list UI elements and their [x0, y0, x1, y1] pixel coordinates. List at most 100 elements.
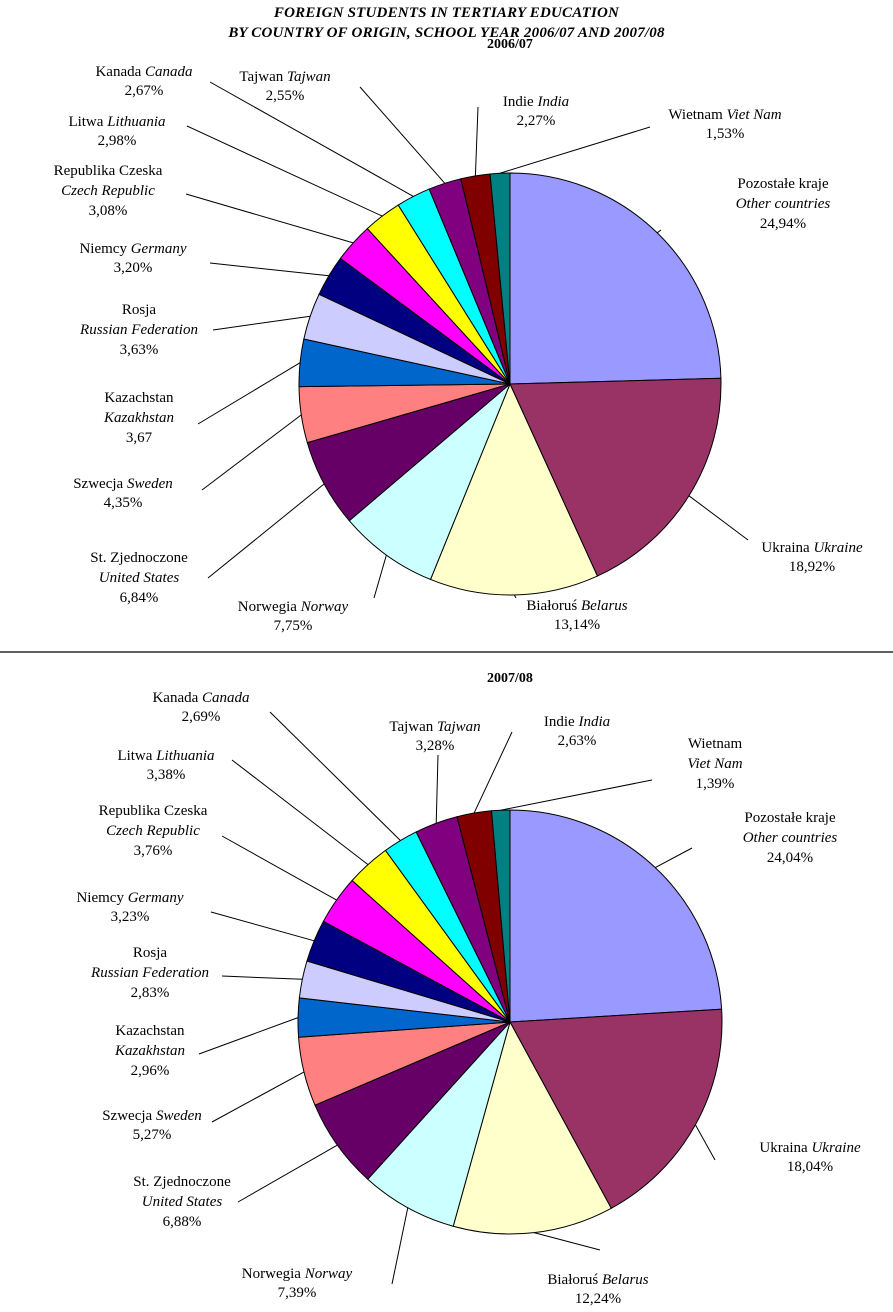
- slice-label-pl: Tajwan: [239, 69, 287, 85]
- slice-label-pct: 3,63%: [120, 342, 159, 358]
- slice-label-pl: Rosja: [122, 302, 157, 318]
- slice-label-en: Other countries: [736, 196, 831, 212]
- slice-label-pl: Norwegia: [242, 1266, 305, 1282]
- slice-label-pct: 6,84%: [120, 590, 159, 606]
- slice-label-en: Lithuania: [106, 114, 165, 130]
- leader-line-other-countries: [655, 847, 693, 869]
- slice-label-pl: Kazachstan: [115, 1023, 185, 1039]
- slice-label-pct: 24,04%: [767, 850, 813, 866]
- pie-slice-ukraine: [509, 1008, 723, 1209]
- slice-label-lithuania: Litwa Lithuania 2,98%: [68, 114, 165, 149]
- leader-line-sweden: [211, 1071, 305, 1123]
- slice-label-kazakhstan: Kazachstan Kazakhstan 3,67: [103, 390, 174, 446]
- leader-line-germany: [209, 262, 329, 277]
- leader-line-lithuania: [231, 759, 369, 865]
- slice-label-pl: Pozostałe kraje: [737, 176, 829, 192]
- leader-line-lithuania: [186, 125, 383, 217]
- slice-label-pl: Ukraina: [761, 540, 813, 556]
- slice-label-lithuania: Litwa Lithuania 3,38%: [117, 748, 214, 783]
- slice-label-en: United States: [142, 1194, 223, 1210]
- slice-label-belarus: Białoruś Belarus 12,24%: [547, 1272, 648, 1307]
- slice-label-pl: Wietnam: [688, 736, 743, 752]
- pie-slice-ukraine: [509, 377, 722, 577]
- slice-label-pl: Indie: [544, 714, 579, 730]
- slice-label-norway: Norwegia Norway 7,39%: [242, 1266, 353, 1301]
- slice-label-pl: St. Zjednoczone: [133, 1174, 231, 1190]
- slice-label-en: Canada: [202, 690, 250, 706]
- leader-line-belarus: [533, 1232, 601, 1251]
- slice-label-pct: 13,14%: [554, 617, 600, 633]
- slice-label-en: Ukraine: [811, 1140, 860, 1156]
- leader-line-india: [473, 731, 513, 814]
- slice-label-pl: Republika Czeska: [54, 163, 163, 179]
- slice-label-india: Indie India 2,63%: [544, 714, 610, 749]
- slice-label-en: Russian Federation: [90, 965, 209, 981]
- slice-label-pct: 3,20%: [114, 260, 153, 276]
- slice-label-en: Viet Nam: [687, 756, 742, 772]
- slice-label-united-states: St. Zjednoczone United States 6,88%: [133, 1174, 231, 1230]
- slice-label-en: Belarus: [581, 598, 628, 614]
- leader-line-norway: [373, 554, 387, 599]
- slice-label-pl: St. Zjednoczone: [90, 550, 188, 566]
- pie-slice-other-countries: [509, 172, 722, 385]
- slice-label-czech-republic: Republika Czeska Czech Republic 3,76%: [99, 803, 208, 859]
- slice-label-pct: 18,92%: [789, 559, 835, 575]
- chart-period-title: 2006/07: [487, 37, 533, 52]
- leader-line-russian-federation: [221, 975, 303, 980]
- slice-label-en: Czech Republic: [61, 183, 155, 199]
- slice-label-en: Germany: [128, 890, 184, 906]
- slice-label-en: India: [577, 714, 610, 730]
- slice-label-belarus: Białoruś Belarus 13,14%: [526, 598, 627, 633]
- slice-label-pl: Ukraina: [759, 1140, 811, 1156]
- slice-label-pct: 2,69%: [182, 709, 221, 725]
- leader-line-kazakhstan: [198, 1017, 299, 1055]
- slice-label-pct: 2,96%: [131, 1063, 170, 1079]
- slice-label-pct: 3,38%: [147, 767, 186, 783]
- slice-label-en: Norway: [300, 599, 349, 615]
- slice-label-pl: Wietnam: [668, 107, 726, 123]
- slice-label-other-countries: Pozostałe kraje Other countries 24,04%: [743, 810, 838, 866]
- slice-label-pct: 2,67%: [125, 83, 164, 99]
- slice-label-pl: Szwecja: [73, 476, 127, 492]
- slice-label-pct: 3,67: [126, 430, 153, 446]
- slice-label-en: Kazakhstan: [114, 1043, 185, 1059]
- leader-line-czech-republic: [221, 835, 337, 901]
- slice-label-en: Tajwan: [287, 69, 331, 85]
- slice-label-pct: 2,83%: [131, 985, 170, 1001]
- slice-label-en: Belarus: [602, 1272, 649, 1288]
- slice-label-pct: 6,88%: [163, 1214, 202, 1230]
- slice-label-norway: Norwegia Norway 7,75%: [238, 599, 349, 634]
- slice-label-sweden: Szwecja Sweden 5,27%: [102, 1108, 202, 1143]
- slice-label-en: Viet Nam: [726, 107, 781, 123]
- slice-label-canada: Kanada Canada 2,69%: [152, 690, 249, 725]
- slice-label-pct: 3,23%: [111, 909, 150, 925]
- slice-label-other-countries: Pozostałe kraje Other countries 24,94%: [736, 176, 831, 232]
- slice-label-pct: 18,04%: [787, 1159, 833, 1175]
- leader-line-kazakhstan: [197, 362, 301, 425]
- chart-title-line-2: BY COUNTRY OF ORIGIN, SCHOOL YEAR 2006/0…: [228, 25, 665, 41]
- slice-label-pct: 1,53%: [706, 126, 745, 142]
- leader-line-belarus: [513, 594, 517, 599]
- pie-chart-2007-08: 2007/08 Pozostałe kraje Other countries 24,…: [76, 671, 860, 1307]
- slice-label-pct: 2,98%: [98, 133, 137, 149]
- slice-label-en: Lithuania: [155, 748, 214, 764]
- leader-line-tajwan: [359, 86, 446, 184]
- slice-label-pct: 2,55%: [266, 88, 305, 104]
- leader-line-canada: [209, 81, 414, 197]
- pie-slice-belarus: [429, 382, 599, 596]
- slice-label-en: United States: [99, 570, 180, 586]
- slice-label-pct: 5,27%: [133, 1127, 172, 1143]
- slice-label-pct: 3,76%: [134, 843, 173, 859]
- slice-label-viet-nam: Wietnam Viet Nam 1,53%: [668, 107, 781, 142]
- slice-label-pl: Niemcy: [79, 241, 130, 257]
- pie-slice-other-countries: [509, 809, 723, 1023]
- slice-label-pct: 3,28%: [416, 738, 455, 754]
- slice-label-pl: Litwa: [68, 114, 107, 130]
- slice-label-czech-republic: Republika Czeska Czech Republic 3,08%: [54, 163, 163, 219]
- leader-line-canada: [269, 711, 401, 841]
- slice-label-pl: Szwecja: [102, 1108, 156, 1124]
- pie-slice-norway: [367, 1021, 511, 1227]
- slice-label-pct: 1,39%: [696, 776, 735, 792]
- leader-line-czech-republic: [185, 193, 354, 244]
